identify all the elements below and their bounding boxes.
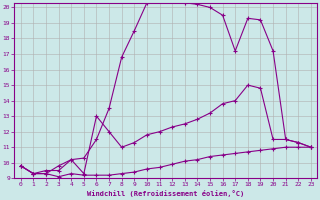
X-axis label: Windchill (Refroidissement éolien,°C): Windchill (Refroidissement éolien,°C) [87, 190, 244, 197]
